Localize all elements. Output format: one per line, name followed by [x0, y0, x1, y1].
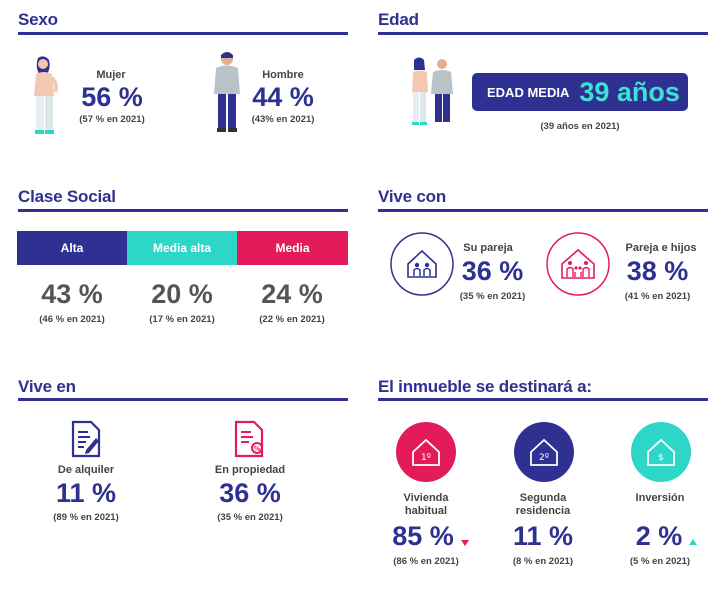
edad-media-pill: EDAD MEDIA 39 años [472, 73, 688, 111]
edad-prev: (39 años en 2021) [540, 121, 620, 132]
destino-inversion-label1: Inversión [635, 492, 685, 504]
destino-vivienda-label1: Vivienda [403, 492, 449, 504]
section-rule-viveen [18, 398, 348, 401]
destino-segunda-label2: residencia [515, 505, 571, 517]
clase-media-alta-prev: (17 % en 2021) [149, 314, 215, 325]
section-title-destino: El inmueble se destinará a: [378, 377, 592, 396]
viveen-propiedad-value: 36 % [219, 478, 281, 508]
section-rule-edad [378, 32, 708, 35]
investment-home-icon: $ [631, 422, 691, 482]
clase-media-value: 24 % [261, 279, 323, 309]
clase-media-alta-value: 20 % [151, 279, 213, 309]
clase-media-cell: Media [237, 231, 348, 265]
woman-figure-icon [34, 56, 58, 134]
mujer-prev: (57 % en 2021) [79, 114, 145, 125]
svg-text:%: % [253, 445, 260, 453]
trend-down-icon [461, 540, 469, 546]
section-title-clase: Clase Social [18, 187, 116, 206]
clase-alta-cell: Alta [17, 231, 127, 265]
vivecon-familia-label: Pareja e hijos [625, 242, 697, 254]
couple-figure-icon [412, 57, 453, 125]
section-rule-destino [378, 398, 708, 401]
destino-vivienda-label2: habitual [404, 505, 448, 517]
vivecon-familia-prev: (41 % en 2021) [624, 291, 691, 302]
clase-media-alta-cell: Media alta [127, 231, 237, 265]
hombre-value: 44 % [252, 82, 314, 112]
trend-up-icon [689, 539, 697, 545]
destino-inversion-prev: (5 % en 2021) [629, 556, 691, 567]
second-home-badge: 2º [539, 453, 549, 463]
section-rule-vivecon [378, 209, 708, 212]
man-figure-icon [214, 52, 240, 132]
mujer-value: 56 % [81, 82, 143, 112]
destino-inversion-value: 2 % [635, 521, 683, 551]
destino-segunda-value: 11 % [512, 521, 574, 551]
section-rule-sexo [18, 32, 348, 35]
mujer-label: Mujer [96, 69, 126, 81]
clase-alta-prev: (46 % en 2021) [39, 314, 105, 325]
couple-house-icon [390, 232, 454, 296]
vivecon-pareja-label: Su pareja [463, 242, 513, 254]
section-rule-clase [18, 209, 348, 212]
viveen-alquiler-label: De alquiler [57, 464, 115, 476]
vivecon-pareja-value: 36 % [461, 256, 524, 286]
primary-home-badge: 1º [421, 453, 431, 463]
section-title-vivecon: Vive con [378, 187, 447, 206]
hombre-prev: (43% en 2021) [251, 114, 315, 125]
viveen-alquiler-value: 11 % [55, 478, 117, 508]
investment-home-badge: $ [658, 453, 664, 463]
destino-segunda-label1: Segunda [519, 492, 567, 504]
primary-home-icon: 1º [396, 422, 456, 482]
clase-media-prev: (22 % en 2021) [259, 314, 325, 325]
edad-media-label: EDAD MEDIA [487, 84, 570, 100]
destino-vivienda-value: 85 % [392, 521, 454, 551]
section-title-sexo: Sexo [18, 10, 58, 29]
section-title-viveen: Vive en [18, 377, 76, 396]
viveen-propiedad-label: En propiedad [214, 464, 286, 476]
property-document-icon: % [234, 420, 264, 458]
clase-alta-value: 43 % [41, 279, 103, 309]
section-title-edad: Edad [378, 10, 419, 29]
hombre-label: Hombre [262, 69, 304, 81]
family-house-icon [546, 232, 610, 296]
vivecon-pareja-prev: (35 % en 2021) [459, 291, 526, 302]
edad-media-value: 39 años [579, 76, 680, 107]
vivecon-familia-value: 38 % [626, 256, 689, 286]
destino-segunda-prev: (8 % en 2021) [512, 556, 574, 567]
viveen-propiedad-prev: (35 % en 2021) [217, 512, 283, 523]
second-home-icon: 2º [514, 422, 574, 482]
viveen-alquiler-prev: (89 % en 2021) [53, 512, 119, 523]
destino-vivienda-prev: (86 % en 2021) [393, 556, 459, 567]
rent-document-icon [71, 420, 101, 458]
